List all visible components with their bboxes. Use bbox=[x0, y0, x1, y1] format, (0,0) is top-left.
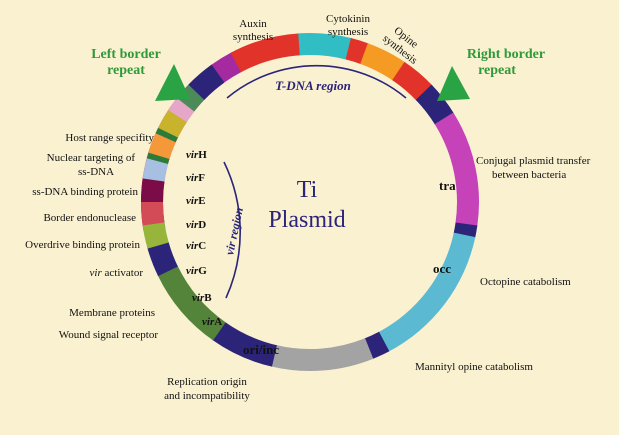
virH-prefix: vir bbox=[186, 149, 199, 161]
left-border-label-line1: Left border bbox=[91, 47, 161, 62]
border-endo-label: Border endonuclease bbox=[43, 212, 136, 224]
auxin-label-line1: Auxin bbox=[239, 18, 267, 30]
seg-virG bbox=[141, 177, 165, 202]
membrane-label: Membrane proteins bbox=[69, 307, 155, 319]
nuclear-label-line2: ss-DNA bbox=[78, 166, 114, 178]
tdna-region-arc bbox=[226, 64, 407, 99]
oriinc-label: ori/inc bbox=[243, 342, 279, 357]
conjugal-label-line1: Conjugal plasmid transfer bbox=[476, 155, 591, 167]
left-border-marker bbox=[155, 64, 190, 101]
seg-virE bbox=[158, 108, 188, 138]
center-title-line2: Plasmid bbox=[268, 207, 345, 233]
seg-oriinc bbox=[157, 265, 226, 341]
virD-prefix: vir bbox=[186, 219, 199, 231]
virA-suffix: A bbox=[214, 316, 222, 328]
virD-label: virD bbox=[186, 219, 206, 231]
seg-virC bbox=[142, 157, 169, 182]
auxin-label-line2: synthesis bbox=[233, 31, 273, 43]
tra-label: tra bbox=[439, 178, 456, 193]
host-range-label: Host range specifity bbox=[65, 132, 154, 144]
seg-bottom-left-navy bbox=[152, 256, 178, 277]
activator-label-rest: activator bbox=[102, 267, 144, 279]
mannityl-label: Mannityl opine catabolism bbox=[415, 361, 533, 373]
seg-virD-E-divider bbox=[155, 126, 179, 143]
activator-label: vir activator bbox=[90, 267, 144, 279]
virE-suffix: E bbox=[198, 195, 205, 207]
virH-label: virH bbox=[186, 149, 207, 161]
vir-region-arc bbox=[223, 161, 241, 299]
tdna-region-label: T-DNA region bbox=[275, 78, 351, 93]
seg-cytokinin bbox=[298, 32, 353, 60]
virG-label: virG bbox=[186, 265, 207, 277]
center-title-line1: Ti bbox=[297, 177, 318, 203]
wound-label: Wound signal receptor bbox=[59, 329, 159, 341]
right-border-label-line1: Right border bbox=[467, 47, 545, 62]
virD-suffix: D bbox=[198, 219, 206, 231]
plasmid-ring bbox=[141, 32, 479, 371]
virC-suffix: C bbox=[198, 240, 206, 252]
cytokinin-label-line2: synthesis bbox=[328, 26, 368, 38]
seg-virB bbox=[141, 200, 165, 226]
seg-virA bbox=[142, 221, 169, 249]
overdrive-label: Overdrive binding protein bbox=[25, 239, 140, 251]
seg-bottom-navy bbox=[212, 321, 277, 367]
virF-suffix: F bbox=[198, 172, 205, 184]
seg-occ bbox=[378, 232, 476, 352]
virF-label: virF bbox=[186, 172, 205, 184]
virC-prefix: vir bbox=[186, 240, 199, 252]
replication-label-line1: Replication origin bbox=[167, 376, 247, 388]
seg-virF bbox=[168, 97, 195, 122]
virG-suffix: G bbox=[198, 265, 207, 277]
right-border-marker bbox=[437, 66, 470, 101]
virE-prefix: vir bbox=[186, 195, 199, 207]
virF-prefix: vir bbox=[186, 172, 199, 184]
seg-red-mid bbox=[230, 33, 301, 73]
seg-tra bbox=[434, 112, 479, 227]
nuclear-label-line1: Nuclear targeting of bbox=[47, 152, 136, 164]
replication-label-line2: and incompatibility bbox=[164, 390, 250, 402]
seg-host-navy bbox=[188, 64, 225, 100]
seg-opine bbox=[360, 43, 406, 81]
virA-label: virA bbox=[202, 316, 222, 328]
activator-label-italic: vir bbox=[90, 267, 103, 279]
virA-prefix: vir bbox=[202, 316, 215, 328]
left-border-label-line2: repeat bbox=[107, 63, 145, 78]
seg-right-red bbox=[392, 61, 433, 101]
virE-label: virE bbox=[186, 195, 206, 207]
seg-mannityl bbox=[270, 338, 374, 371]
conjugal-label-line2: between bacteria bbox=[492, 169, 566, 181]
virG-prefix: vir bbox=[186, 265, 199, 277]
seg-virC-D-divider bbox=[146, 151, 170, 164]
seg-right-navy bbox=[415, 84, 454, 125]
occ-label: occ bbox=[433, 261, 451, 276]
octopine-label: Octopine catabolism bbox=[480, 276, 571, 288]
cytokinin-label-line1: Cytokinin bbox=[326, 13, 371, 25]
virB-suffix: B bbox=[204, 292, 212, 304]
virC-label: virC bbox=[186, 240, 206, 252]
right-border-label-line2: repeat bbox=[478, 63, 516, 78]
virH-suffix: H bbox=[198, 149, 207, 161]
virB-label: virB bbox=[192, 292, 212, 304]
ssdna-label: ss-DNA binding protein bbox=[32, 186, 138, 198]
virB-prefix: vir bbox=[192, 292, 205, 304]
